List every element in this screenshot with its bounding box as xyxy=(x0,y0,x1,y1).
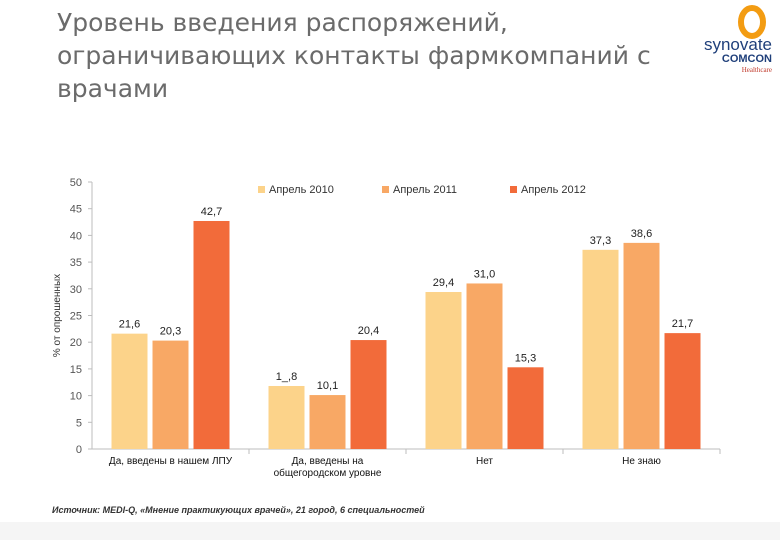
title-line-3: врачами xyxy=(57,74,169,103)
bar xyxy=(466,283,503,449)
title-line-1: Уровень введения распоряжений, xyxy=(57,8,508,37)
y-axis-label: % от опрошенных xyxy=(52,274,63,357)
bar xyxy=(623,242,660,449)
bottom-strip xyxy=(0,522,780,540)
y-tick-label: 30 xyxy=(70,284,82,296)
y-tick-label: 25 xyxy=(70,311,82,323)
y-tick-label: 35 xyxy=(70,257,82,269)
legend-label: Апрель 2010 xyxy=(269,184,334,196)
logo-ring-icon xyxy=(738,5,766,39)
x-tick-label: Да, введены в нашем ЛПУ xyxy=(109,456,233,467)
data-label: 20,3 xyxy=(160,326,181,338)
data-label: 21,7 xyxy=(672,318,693,330)
bar xyxy=(507,367,544,449)
bar xyxy=(111,333,148,449)
x-tick-label: Нет xyxy=(476,456,493,467)
bar xyxy=(582,249,619,449)
logo-division: Healthcare xyxy=(742,66,772,74)
legend-swatch xyxy=(258,186,265,193)
data-label: 21,6 xyxy=(119,319,140,331)
y-tick-label: 40 xyxy=(70,230,82,242)
logo-brand: synovate xyxy=(704,35,772,54)
data-label: 1_,8 xyxy=(276,371,297,383)
data-label: 31,0 xyxy=(474,268,495,280)
y-tick-label: 20 xyxy=(70,337,82,349)
data-label: 15,3 xyxy=(515,352,536,364)
source-note: Источник: MEDI-Q, «Мнение практикующих в… xyxy=(52,505,425,515)
x-tick-label: Да, введены на xyxy=(292,456,364,467)
x-tick-label: общегородском уровне xyxy=(274,467,382,479)
bar xyxy=(268,385,305,449)
y-tick-label: 15 xyxy=(70,364,82,376)
synovate-logo: synovate COMCON Healthcare xyxy=(704,5,772,74)
legend-swatch xyxy=(510,186,517,193)
bar xyxy=(152,340,189,449)
y-tick-label: 0 xyxy=(76,444,82,456)
bar xyxy=(309,395,346,449)
y-tick-label: 10 xyxy=(70,391,82,403)
y-tick-label: 5 xyxy=(76,417,82,429)
data-label: 10,1 xyxy=(317,380,338,392)
x-tick-label: Не знаю xyxy=(622,456,661,467)
y-tick-label: 50 xyxy=(70,177,82,189)
title-line-2: ограничивающих контакты фармкомпаний с xyxy=(57,41,651,70)
data-label: 20,4 xyxy=(358,325,379,337)
page-title: Уровень введения распоряжений, ограничив… xyxy=(57,6,657,105)
data-label: 37,3 xyxy=(590,235,611,247)
legend-label: Апрель 2012 xyxy=(521,184,586,196)
data-label: 38,6 xyxy=(631,228,652,240)
bar xyxy=(350,340,387,449)
bar-chart: 0 5 10 15 20 25 30 35 40 45 50 % от опрошенных 21,6 2… xyxy=(52,177,721,479)
legend-swatch xyxy=(382,186,389,193)
bar xyxy=(664,333,701,449)
logo-sub: COMCON xyxy=(722,53,772,65)
y-tick-label: 45 xyxy=(70,204,82,216)
data-label: 42,7 xyxy=(201,206,222,218)
data-label: 29,4 xyxy=(433,277,454,289)
bar xyxy=(425,292,462,449)
legend-label: Апрель 2011 xyxy=(393,184,457,196)
bar xyxy=(193,220,230,449)
